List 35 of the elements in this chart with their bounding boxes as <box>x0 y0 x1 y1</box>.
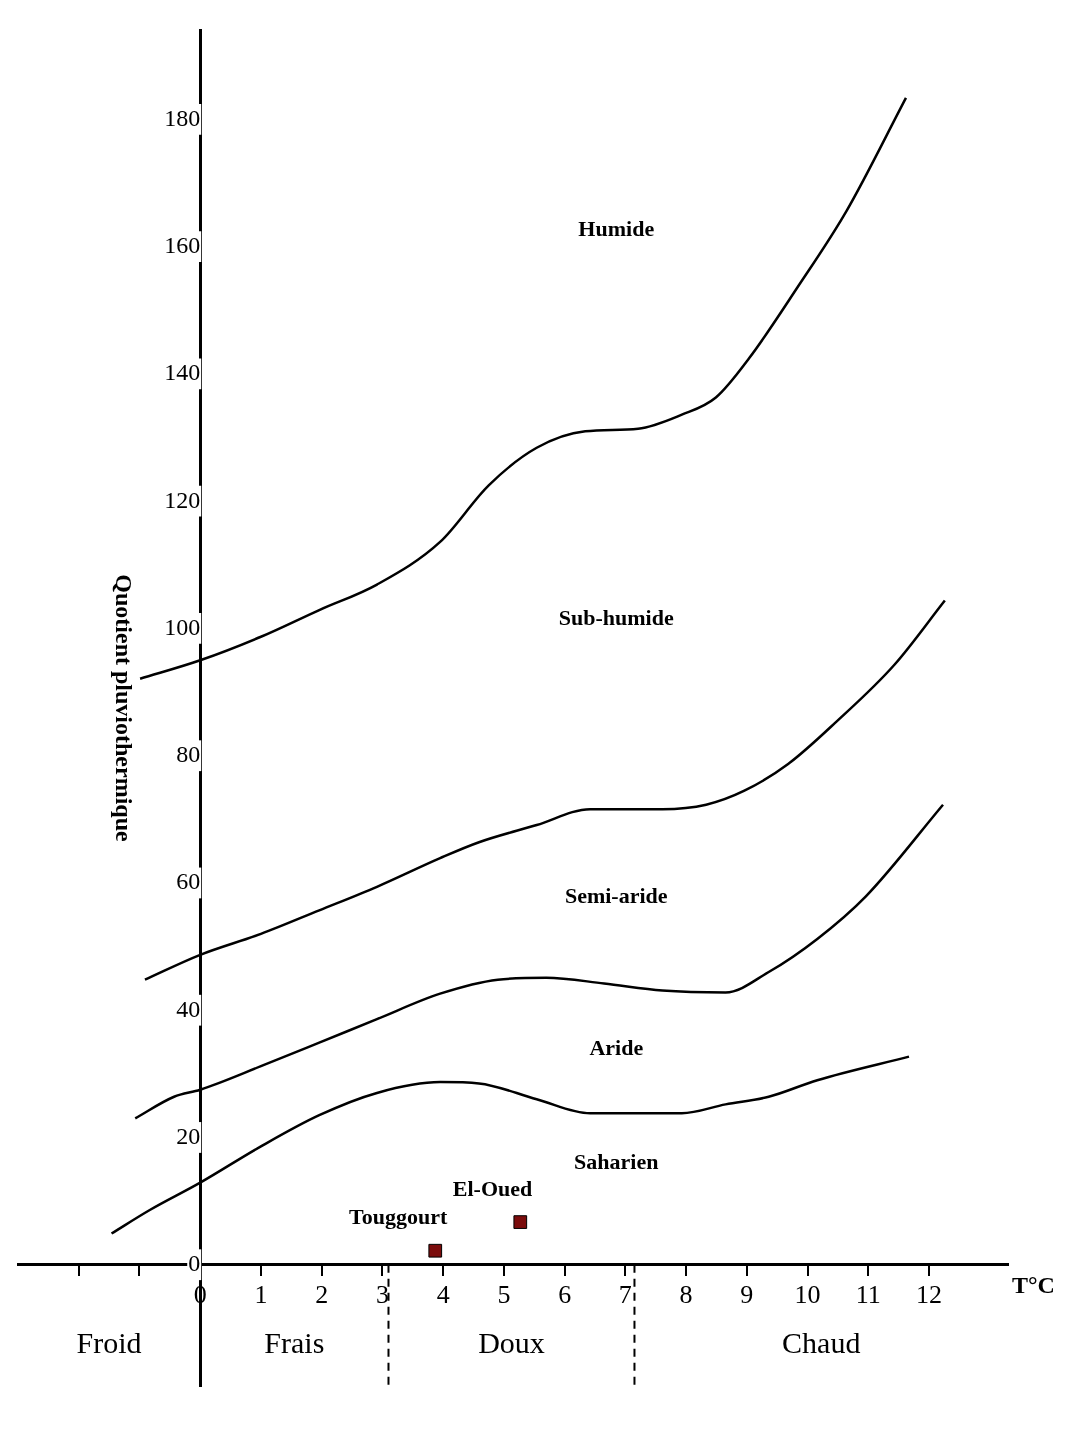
annotation: Chaud <box>782 1326 861 1360</box>
x-tick-label: 4 <box>436 1280 450 1310</box>
annotation: Froid <box>76 1326 142 1360</box>
series-label: Touggourt <box>349 1204 448 1230</box>
annotation: Frais <box>264 1326 325 1360</box>
x-tick-label: 1 <box>254 1280 268 1310</box>
y-tick-label: 160 <box>164 232 201 259</box>
x-tick-label: 6 <box>558 1280 572 1310</box>
y-tick-label: 180 <box>164 104 201 131</box>
annotation: Doux <box>478 1326 545 1360</box>
x-tick-label: 7 <box>618 1280 632 1310</box>
x-tick-label: 2 <box>315 1280 329 1310</box>
y-axis-title: Quotient pluviothermique <box>110 574 137 843</box>
annotation: Sub-humide <box>558 605 674 631</box>
x-tick-label: 3 <box>375 1280 389 1310</box>
x-tick-label: 5 <box>497 1280 511 1310</box>
x-tick-label: 8 <box>679 1280 693 1310</box>
x-tick-label: 10 <box>794 1280 821 1310</box>
annotation: Semi-aride <box>564 882 668 908</box>
x-tick-label: 11 <box>855 1280 881 1310</box>
annotation: Aride <box>589 1034 644 1060</box>
annotation: Saharien <box>574 1149 659 1175</box>
y-tick-label: 120 <box>164 486 201 513</box>
x-axis-title: T°C <box>1012 1271 1055 1298</box>
series-label: El-Oued <box>452 1175 533 1201</box>
y-tick-label: 140 <box>164 359 201 386</box>
y-tick-label: 80 <box>176 741 201 768</box>
y-tick-label: 20 <box>176 1122 201 1149</box>
y-tick-label: 100 <box>164 613 201 640</box>
annotation: Humide <box>578 215 655 241</box>
x-tick-label: 12 <box>916 1280 943 1310</box>
x-tick-label: 9 <box>740 1280 754 1310</box>
y-tick-label: 0 <box>188 1250 201 1277</box>
y-tick-label: 60 <box>176 868 201 895</box>
y-tick-label: 40 <box>176 995 201 1022</box>
